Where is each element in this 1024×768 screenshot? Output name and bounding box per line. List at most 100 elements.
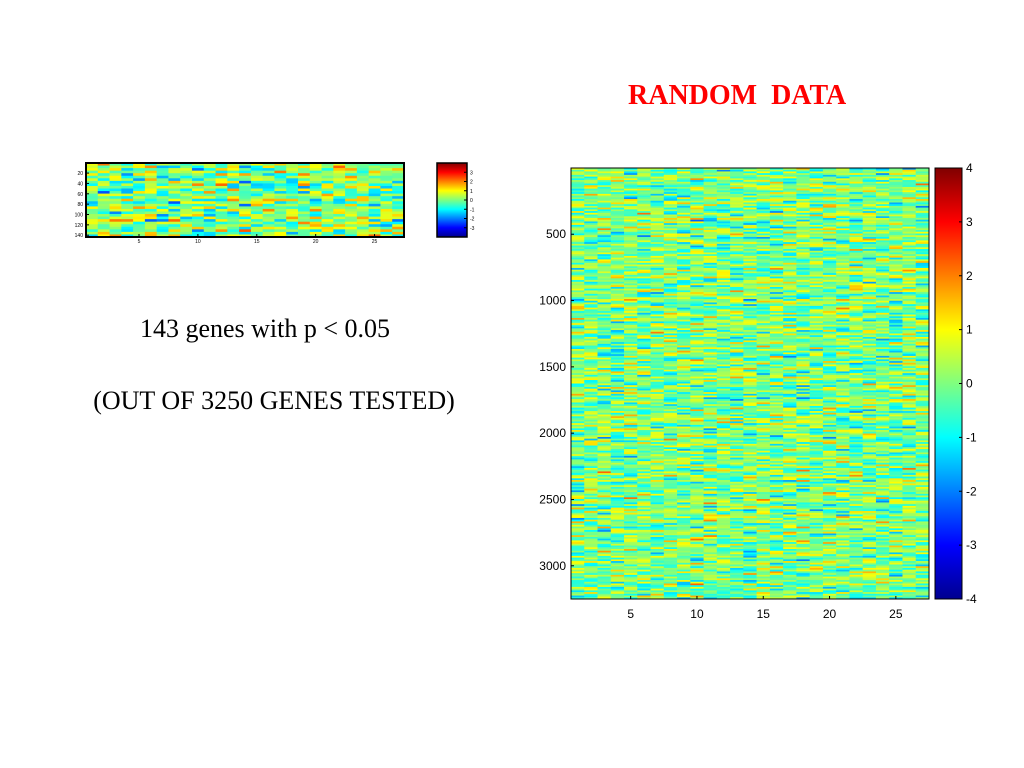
heatmap-cell	[703, 367, 718, 370]
heatmap-cell	[571, 200, 585, 203]
heatmap-cell	[650, 462, 665, 465]
heatmap-cell	[743, 467, 758, 470]
heatmap-cell	[716, 168, 731, 171]
heatmap-cell	[250, 183, 264, 187]
heatmap-cell	[743, 261, 758, 264]
heatmap-cell	[610, 407, 625, 410]
heatmap-cell	[730, 505, 744, 508]
heatmap-cell	[262, 214, 275, 217]
heatmap-cell	[637, 373, 651, 376]
heatmap-cell	[584, 193, 598, 196]
heatmap-cell	[756, 269, 771, 272]
heatmap-cell	[597, 235, 612, 238]
heatmap-cell	[783, 366, 797, 369]
heatmap-cell	[637, 528, 651, 531]
heatmap-cell	[584, 250, 598, 253]
heatmap-cell	[730, 224, 744, 227]
y-tick-label: 140	[75, 233, 84, 239]
heatmap-cell	[597, 554, 612, 557]
heatmap-cell	[624, 319, 638, 322]
heatmap-cell	[610, 185, 625, 188]
heatmap-cell	[650, 340, 665, 343]
heatmap-cell	[690, 461, 704, 464]
heatmap-cell	[144, 175, 158, 179]
heatmap-cell	[690, 207, 704, 210]
heatmap-cell	[730, 317, 744, 321]
heatmap-cell	[356, 216, 370, 220]
heatmap-cell	[571, 455, 585, 458]
heatmap-cell	[730, 176, 744, 179]
heatmap-cell	[690, 243, 704, 246]
heatmap-cell	[624, 393, 638, 396]
heatmap-cell	[703, 554, 718, 557]
heatmap-cell	[168, 193, 181, 197]
heatmap-cell	[743, 400, 758, 403]
heatmap-cell	[121, 214, 134, 217]
heatmap-cell	[610, 330, 625, 333]
heatmap-cell	[597, 573, 612, 576]
heatmap-cell	[677, 236, 691, 239]
heatmap-cell	[584, 212, 598, 215]
heatmap-cell	[703, 202, 718, 205]
heatmap-cell	[610, 242, 625, 245]
heatmap-cell	[597, 243, 612, 246]
heatmap-cell	[571, 454, 585, 457]
heatmap-cell	[610, 305, 625, 308]
heatmap-cell	[610, 430, 625, 433]
heatmap-cell	[730, 485, 744, 488]
heatmap-cell	[743, 281, 758, 284]
heatmap-cell	[663, 511, 678, 514]
heatmap-cell	[180, 206, 193, 210]
heatmap-cell	[769, 447, 784, 450]
heatmap-cell	[356, 211, 370, 215]
heatmap-cell	[286, 234, 299, 238]
heatmap-cell	[743, 197, 758, 200]
heatmap-cell	[274, 203, 287, 207]
heatmap-cell	[624, 511, 638, 514]
heatmap-cell	[703, 186, 718, 189]
heatmap-cell	[203, 203, 216, 207]
heatmap-cell	[597, 340, 612, 343]
heatmap-cell	[730, 285, 744, 288]
heatmap-cell	[584, 293, 598, 296]
heatmap-cell	[730, 209, 744, 212]
heatmap-cell	[392, 229, 405, 233]
heatmap-cell	[690, 328, 704, 331]
heatmap-cell	[756, 580, 771, 583]
heatmap-cell	[743, 385, 758, 388]
heatmap-cell	[769, 404, 784, 407]
heatmap-cell	[610, 428, 625, 431]
heatmap-cell	[756, 404, 771, 407]
heatmap-cell	[650, 221, 665, 224]
heatmap-cell	[597, 343, 612, 346]
heatmap-cell	[597, 319, 612, 322]
heatmap-cell	[783, 257, 797, 260]
heatmap-cell	[730, 255, 744, 258]
heatmap-cell	[597, 466, 612, 469]
heatmap-cell	[730, 574, 744, 577]
heatmap-cell	[624, 440, 638, 443]
heatmap-cell	[690, 231, 704, 234]
heatmap-cell	[610, 366, 625, 369]
heatmap-cell	[769, 259, 784, 262]
heatmap-cell	[597, 211, 612, 214]
heatmap-cell	[610, 336, 625, 339]
heatmap-cell	[783, 290, 797, 293]
heatmap-cell	[769, 414, 784, 417]
heatmap-cell	[597, 257, 612, 260]
heatmap-cell	[677, 386, 691, 389]
heatmap-cell	[597, 188, 612, 191]
heatmap-cell	[610, 321, 625, 324]
heatmap-cell	[743, 195, 758, 198]
heatmap-cell	[584, 343, 598, 346]
heatmap-cell	[637, 414, 651, 417]
heatmap-cell	[677, 252, 691, 255]
heatmap-cell	[321, 191, 334, 194]
heatmap-cell	[743, 326, 758, 329]
heatmap-cell	[756, 405, 771, 408]
heatmap-cell	[156, 226, 169, 230]
heatmap-cell	[203, 219, 216, 222]
heatmap-cell	[624, 417, 638, 420]
heatmap-cell	[584, 597, 598, 600]
heatmap-cell	[677, 550, 691, 553]
